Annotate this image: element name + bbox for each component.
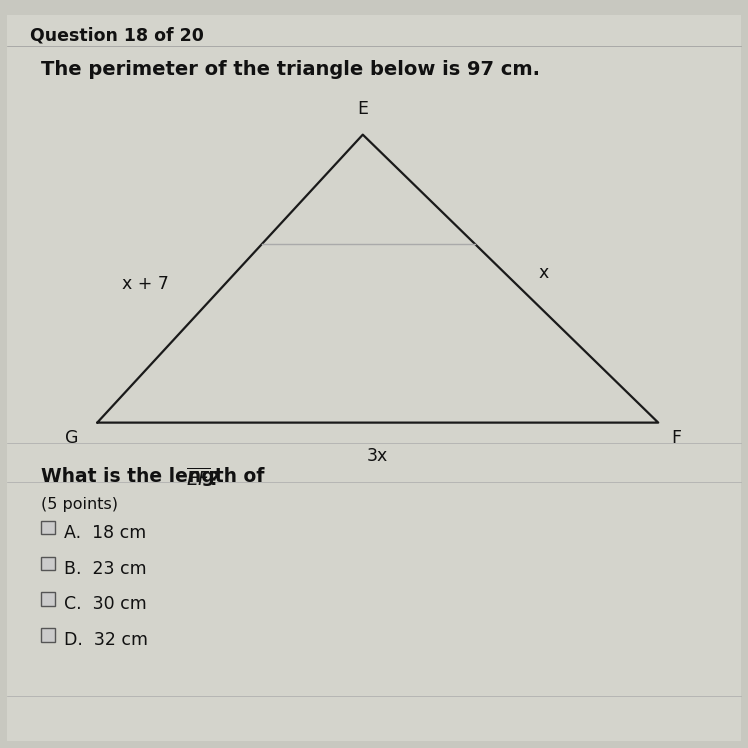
Text: C.  30 cm: C. 30 cm (64, 595, 147, 613)
Text: Question 18 of 20: Question 18 of 20 (30, 26, 203, 44)
Text: A.  18 cm: A. 18 cm (64, 524, 146, 542)
Bar (41, 521, 55, 534)
FancyBboxPatch shape (7, 15, 741, 741)
Text: D.  32 cm: D. 32 cm (64, 631, 147, 649)
Text: $\overline{EF}$?: $\overline{EF}$? (186, 468, 220, 490)
Text: What is the length of: What is the length of (41, 468, 271, 486)
Text: F: F (672, 429, 681, 447)
Text: x: x (539, 264, 548, 282)
Text: (5 points): (5 points) (41, 497, 118, 512)
Bar (41, 557, 55, 570)
Text: G: G (65, 429, 79, 447)
Bar (41, 592, 55, 606)
Text: The perimeter of the triangle below is 97 cm.: The perimeter of the triangle below is 9… (41, 60, 540, 79)
Text: B.  23 cm: B. 23 cm (64, 560, 146, 577)
Bar (41, 628, 55, 642)
Text: E: E (358, 100, 368, 118)
Text: x + 7: x + 7 (122, 275, 168, 293)
Text: 3x: 3x (367, 447, 388, 465)
